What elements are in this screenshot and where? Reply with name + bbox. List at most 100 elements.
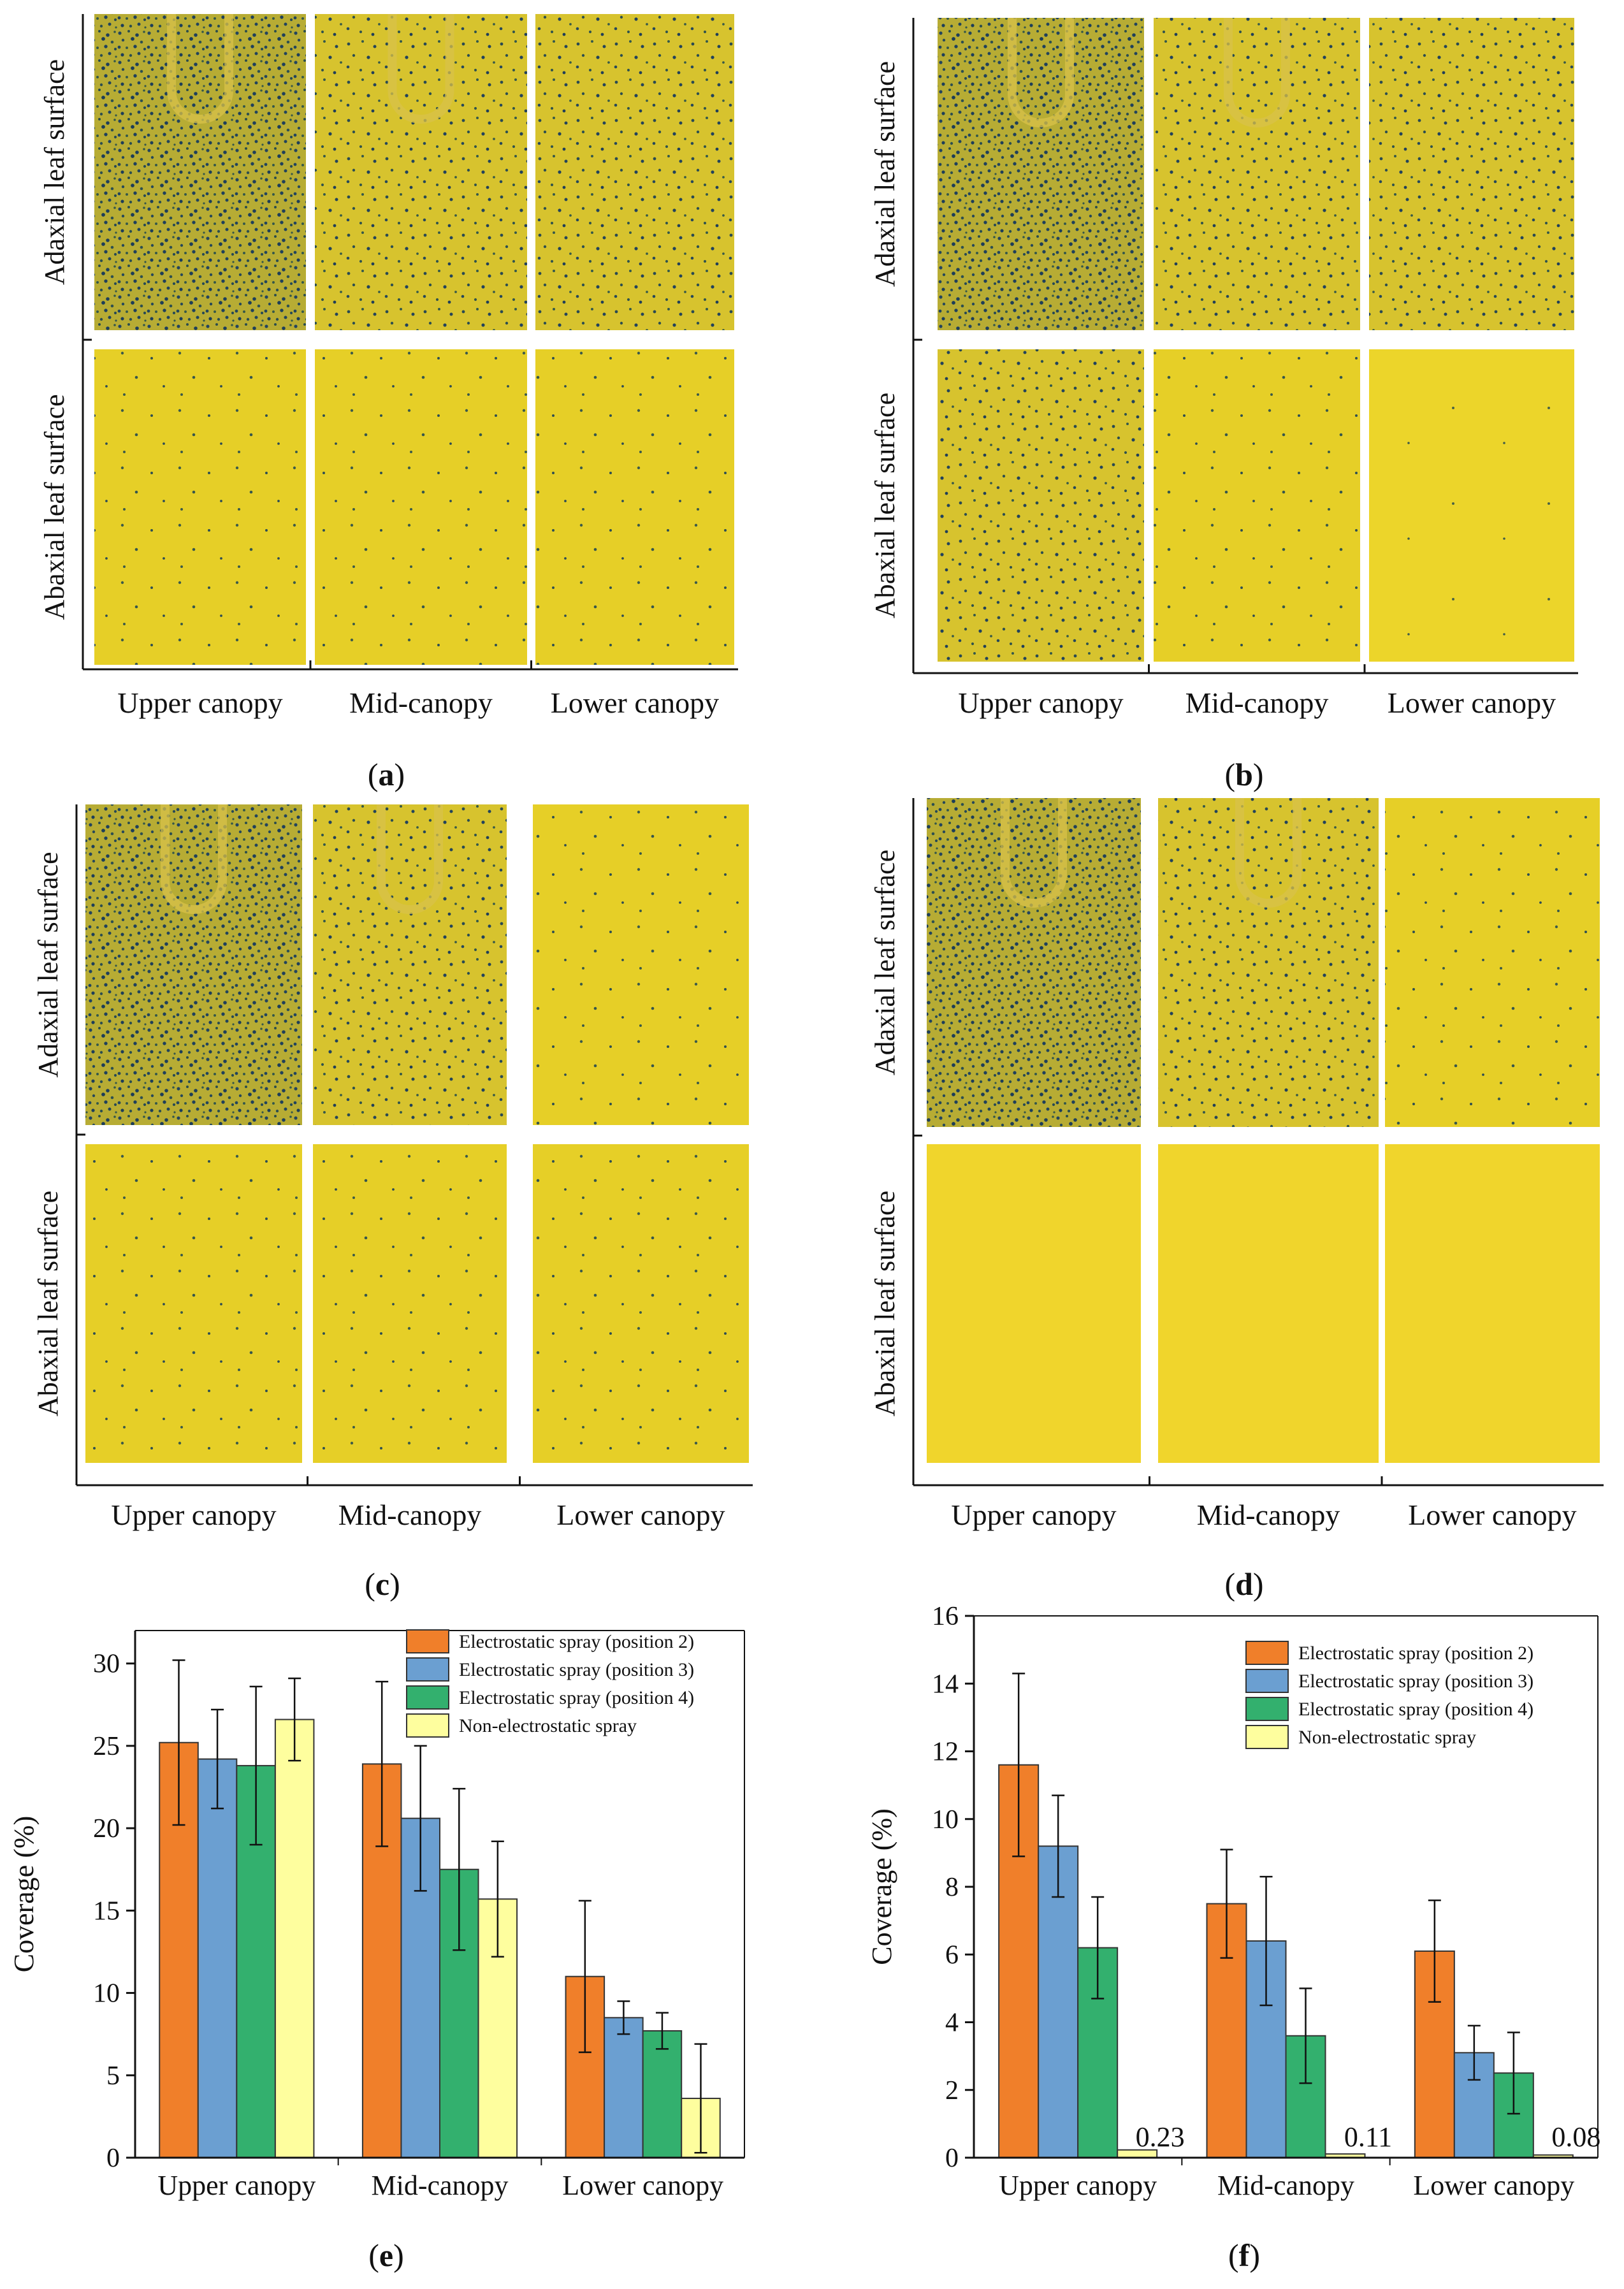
panel-paren-close: ) (1249, 2237, 1260, 2273)
leaf-photo-adaxial-upper (938, 18, 1144, 330)
legend-label: Electrostatic spray (position 2) (1298, 1643, 1533, 1664)
panel-paren-close: ) (1253, 1566, 1264, 1602)
panel-letter: (c) (365, 1566, 400, 1602)
y-tick-label: 2 (945, 2076, 959, 2105)
photo-panels: Adaxial leaf surface Abaxial leaf surface… (33, 14, 1604, 1602)
x-tick-label: Lower canopy (562, 2170, 723, 2201)
panel-paren-close: ) (1253, 757, 1264, 792)
x-tick-label: Lower canopy (1413, 2170, 1574, 2201)
panel-paren-open: ( (368, 2237, 379, 2273)
leaf-photo-adaxial-lower (533, 804, 749, 1125)
leaf-photo-abaxial-lower (535, 349, 734, 665)
leaf-photo-abaxial-lower (1385, 1144, 1600, 1463)
legend-swatch (1245, 1641, 1289, 1665)
clip-mark-shape (1008, 18, 1074, 127)
y-tick-label: 10 (932, 1805, 959, 1835)
panel-paren-open: ( (1224, 757, 1235, 792)
legend-label: Electrostatic spray (position 2) (459, 1631, 694, 1652)
panel-paren-close: ) (389, 1566, 400, 1602)
y-tick-label: 8 (945, 1873, 959, 1902)
row-label: Abaxial leaf surface (869, 393, 901, 618)
leaf-photo-adaxial-lower (1369, 18, 1574, 330)
leaf-photo-abaxial-mid (1154, 349, 1360, 662)
column-label: Lower canopy (551, 687, 719, 719)
clip-mark-shape (167, 14, 233, 124)
legend-label: Electrostatic spray (position 3) (459, 1659, 694, 1680)
clip-mark-shape (1001, 798, 1067, 908)
leaf-photo-adaxial-mid (315, 14, 527, 330)
panel-letter: (b) (1224, 757, 1263, 792)
y-tick-label: 0 (945, 2144, 959, 2173)
y-tick-label: 4 (945, 2009, 959, 2038)
panel-paren-close: ) (395, 757, 405, 792)
legend-label: Non-electrostatic spray (1298, 1727, 1476, 1748)
bar (642, 2030, 683, 2159)
panel-paren-open: ( (365, 1566, 375, 1602)
photo-panel-b: Adaxial leaf surface Abaxial leaf surface… (869, 18, 1578, 792)
leaf-photo-abaxial-mid (313, 1144, 507, 1463)
panel-letter-text: f (1239, 2237, 1251, 2273)
column-label: Mid-canopy (349, 687, 493, 719)
column-label: Upper canopy (111, 1499, 276, 1531)
leaf-photo-adaxial-upper (85, 804, 302, 1125)
bar (274, 1719, 315, 2158)
leaf-photo-adaxial-upper (927, 798, 1141, 1127)
leaf-photo-abaxial-mid (315, 349, 527, 665)
panel-paren-open: ( (1228, 2237, 1239, 2273)
chart-f: 0.23 0.11 0.08 0 2 4 6 8 10 12 14 16 Upper canopy Mid… (866, 1602, 1600, 2273)
y-tick-label: 14 (932, 1669, 959, 1699)
column-label: Lower canopy (556, 1499, 725, 1531)
value-label: 0.23 (1136, 2121, 1185, 2153)
panel-letter: (a) (368, 757, 405, 792)
legend-swatch (1245, 1669, 1289, 1693)
row-label: Adaxial leaf surface (33, 852, 64, 1077)
leaf-photo-abaxial-lower (533, 1144, 749, 1463)
panel-letter-text: a (379, 757, 395, 792)
y-axis-label: Coverage (%) (8, 1816, 40, 1973)
legend-label: Non-electrostatic spray (459, 1715, 637, 1736)
column-label: Mid-canopy (338, 1499, 482, 1531)
leaf-photo-adaxial-upper (94, 14, 306, 330)
y-tick-label: 20 (93, 1814, 120, 1843)
panel-letter-text: e (379, 2237, 393, 2273)
column-label: Upper canopy (951, 1499, 1116, 1531)
column-label: Lower canopy (1408, 1499, 1576, 1531)
bar (197, 1758, 238, 2159)
clip-mark-shape (377, 804, 443, 914)
column-label: Upper canopy (117, 687, 282, 719)
panel-letter: (e) (368, 2237, 404, 2273)
y-tick-label: 25 (93, 1732, 120, 1761)
y-tick-label: 15 (93, 1896, 120, 1926)
legend-swatch (1245, 1697, 1289, 1721)
legend-swatch (406, 1629, 449, 1653)
row-label: Abaxial leaf surface (869, 1191, 901, 1416)
photo-panel-c: Adaxial leaf surface Abaxial leaf surface… (33, 804, 753, 1602)
row-label: Adaxial leaf surface (869, 61, 901, 287)
legend-label: Electrostatic spray (position 4) (1298, 1699, 1533, 1720)
leaf-photo-adaxial-lower (1385, 798, 1600, 1127)
value-label: 0.08 (1551, 2121, 1600, 2153)
value-label: 0.11 (1344, 2121, 1392, 2153)
panel-letter-text: d (1235, 1566, 1253, 1602)
leaf-photo-adaxial-lower (535, 14, 734, 330)
y-tick-label: 16 (932, 1602, 959, 1631)
x-tick-label: Mid-canopy (371, 2170, 508, 2201)
column-label: Lower canopy (1388, 687, 1556, 719)
clip-mark-shape (1235, 798, 1301, 908)
row-label: Adaxial leaf surface (39, 59, 70, 285)
leaf-photo-abaxial-upper (927, 1144, 1141, 1463)
leaf-photo-adaxial-mid (1154, 18, 1360, 330)
y-tick-label: 0 (106, 2144, 120, 2173)
column-label: Upper canopy (958, 687, 1123, 719)
y-tick-label: 12 (932, 1738, 959, 1767)
legend-label: Electrostatic spray (position 4) (459, 1687, 694, 1708)
leaf-photo-adaxial-mid (1158, 798, 1379, 1127)
leaf-photo-abaxial-lower (1369, 349, 1574, 662)
x-tick-label: Upper canopy (999, 2170, 1157, 2201)
panel-letter: (d) (1224, 1566, 1263, 1602)
clip-mark-shape (161, 804, 227, 914)
photo-panel-a: Adaxial leaf surface Abaxial leaf surface… (39, 14, 738, 792)
clip-mark-shape (388, 14, 454, 124)
